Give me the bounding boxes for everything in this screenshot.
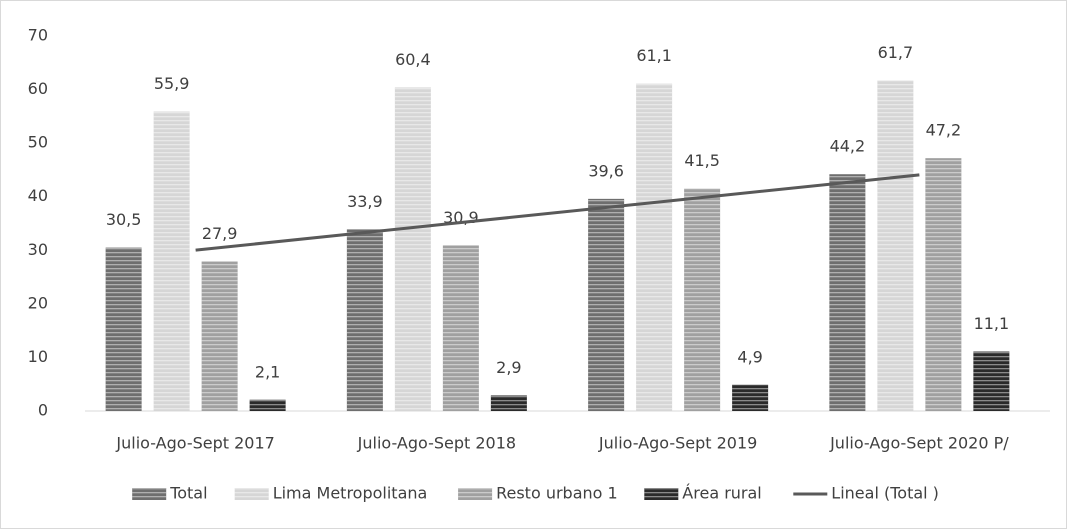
y-tick-label: 20 xyxy=(28,293,48,312)
y-tick-label: 40 xyxy=(28,186,48,205)
bar-texture xyxy=(153,111,190,412)
data-label: 30,5 xyxy=(106,210,142,229)
y-tick-label: 30 xyxy=(28,240,48,259)
data-label: 61,1 xyxy=(636,46,672,65)
bar-texture xyxy=(829,174,866,411)
y-tick-label: 10 xyxy=(28,347,48,366)
data-label: 11,1 xyxy=(974,314,1010,333)
legend-label: Lima Metropolitana xyxy=(273,484,428,503)
y-tick-label: 50 xyxy=(28,133,48,152)
data-label: 61,7 xyxy=(878,43,914,62)
data-label: 60,4 xyxy=(395,50,431,69)
data-label: 55,9 xyxy=(154,74,190,93)
bar-texture xyxy=(684,188,721,411)
data-label: 33,9 xyxy=(347,192,383,211)
legend-texture xyxy=(458,488,493,500)
bar-texture xyxy=(394,87,431,411)
bar-texture xyxy=(442,245,479,411)
legend-label: Lineal (Total ) xyxy=(831,484,939,503)
x-tick-label: Julio-Ago-Sept 2020 P/ xyxy=(829,434,1009,453)
bar-texture xyxy=(490,395,527,411)
bar-texture xyxy=(346,229,383,411)
y-tick-label: 60 xyxy=(28,79,48,98)
data-label: 44,2 xyxy=(830,137,866,156)
bar-texture xyxy=(973,351,1010,411)
bar-texture xyxy=(925,158,962,411)
bar-texture xyxy=(105,247,142,411)
legend-label: Área rural xyxy=(682,484,761,503)
data-label: 47,2 xyxy=(926,121,962,140)
data-label: 4,9 xyxy=(737,347,762,366)
bar-texture xyxy=(636,83,673,411)
data-label: 2,1 xyxy=(255,362,280,381)
data-label: 41,5 xyxy=(684,151,720,170)
y-tick-label: 0 xyxy=(38,401,48,420)
bar-texture xyxy=(732,384,769,411)
data-label: 27,9 xyxy=(202,224,238,243)
data-label: 2,9 xyxy=(496,358,521,377)
data-label: 39,6 xyxy=(588,161,624,180)
x-tick-label: Julio-Ago-Sept 2018 xyxy=(357,434,516,453)
bar-texture xyxy=(588,198,625,411)
bar-texture xyxy=(877,80,914,411)
bar-texture xyxy=(249,399,286,411)
x-tick-label: Julio-Ago-Sept 2019 xyxy=(598,434,757,453)
y-tick-label: 70 xyxy=(28,26,48,45)
legend-texture xyxy=(234,488,269,500)
legend-texture xyxy=(132,488,167,500)
legend-label: Resto urbano 1 xyxy=(496,484,618,503)
bar-texture xyxy=(201,261,238,411)
legend-label: Total xyxy=(169,484,207,503)
trend-line xyxy=(195,173,920,252)
legend-texture xyxy=(644,488,679,500)
x-tick-label: Julio-Ago-Sept 2017 xyxy=(115,434,274,453)
